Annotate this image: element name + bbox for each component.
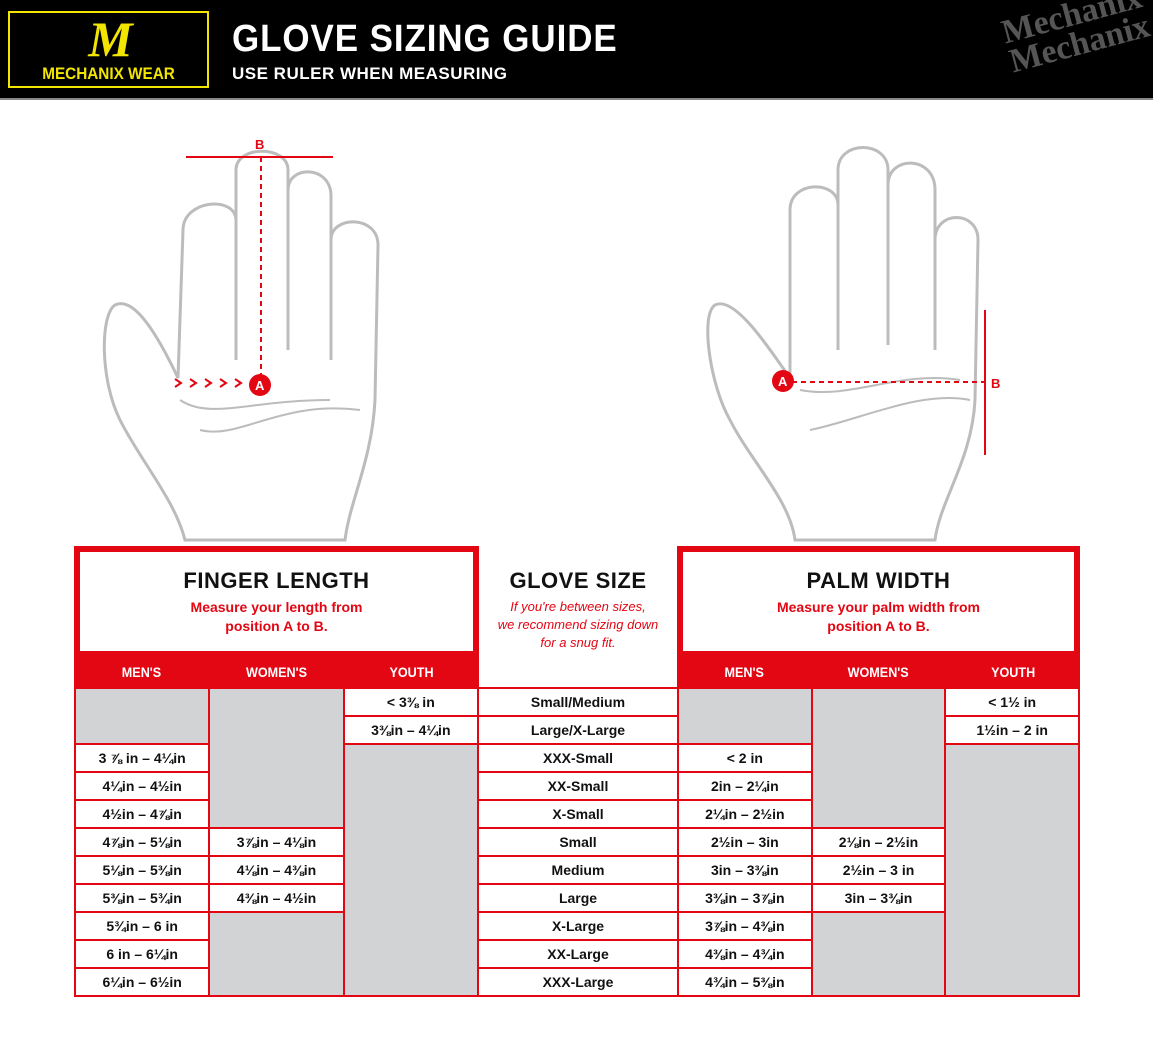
table-cell: Medium — [479, 857, 677, 883]
hand-diagrams: B A B A — [102, 137, 1000, 542]
left-point-a: A — [255, 378, 265, 393]
table-cell: XX-Large — [479, 941, 677, 967]
glove-size-note: for a snug fit. — [540, 635, 616, 650]
table-cell: 4⅜in – 4½in — [210, 885, 343, 911]
table-cell: 6¼in – 6½in — [76, 969, 209, 995]
table-cell: < 2 in — [679, 745, 811, 771]
table-cell: 3⅞in – 4⅛in — [210, 829, 343, 855]
right-point-a: A — [778, 374, 788, 389]
table-cell: 3⅞in – 4⅜in — [679, 913, 811, 939]
table-cell: < 1½ in — [946, 689, 1078, 715]
finger-length-table: 3 ⅞ in – 4¼in 4¼in – 4½in 4½in – 4⅞in 4⅞in … — [74, 687, 479, 997]
table-cell: 2¼in – 2½in — [679, 801, 811, 827]
table-cell: Small/Medium — [479, 689, 677, 715]
glove-size-table: Small/Medium Large/X-Large XXX-Small XX-Sma… — [477, 687, 679, 997]
finger-length-header: FINGER LENGTH Measure your length from po… — [74, 546, 479, 657]
palm-width-table: < 2 in 2in – 2¼in 2¼in – 2½in 2½in – 3in 3in… — [677, 687, 1080, 997]
table-cell: 4¾in – 5⅜in — [679, 969, 811, 995]
col-womens: WOMEN'S — [847, 664, 910, 680]
empty-cell — [76, 689, 209, 743]
table-cell: 5⅛in – 5⅜in — [76, 857, 209, 883]
table-cell: 4½in – 4⅞in — [76, 801, 209, 827]
right-point-b: B — [991, 376, 1000, 391]
col-youth: YOUTH — [389, 664, 434, 680]
header: M MECHANIX WEAR GLOVE SIZING GUIDE USE RU… — [0, 0, 1153, 100]
right-hand-illustration — [706, 146, 980, 542]
table-cell: 2⅛in – 2½in — [812, 829, 945, 855]
finger-length-column-headers: MEN'S WOMEN'S YOUTH — [74, 657, 479, 687]
palm-width-title: PALM WIDTH — [806, 568, 951, 593]
left-point-b: B — [255, 137, 264, 152]
empty-cell — [812, 689, 945, 827]
table-cell: < 3⅜ in — [344, 689, 477, 715]
empty-cell — [210, 689, 343, 827]
table-cell: 2in – 2¼in — [679, 773, 811, 799]
table-cell: Large — [479, 885, 677, 911]
palm-width-header: PALM WIDTH Measure your palm width from p… — [677, 546, 1080, 657]
glove-size-note: If you're between sizes, — [510, 599, 646, 614]
finger-length-desc: position A to B. — [225, 618, 328, 634]
empty-cell — [210, 913, 343, 995]
table-cell: 4¼in – 4½in — [76, 773, 209, 799]
col-mens: MEN'S — [121, 664, 162, 680]
table-cell: 6 in – 6¼in — [76, 941, 209, 967]
palm-width-column-headers: MEN'S WOMEN'S YOUTH — [677, 657, 1080, 687]
table-cell: 5¾in – 6 in — [76, 913, 209, 939]
col-mens: MEN'S — [724, 664, 764, 680]
glove-size-title: GLOVE SIZE — [509, 568, 647, 593]
table-cell: X-Large — [479, 913, 677, 939]
table-cell: XX-Small — [479, 773, 677, 799]
table-cell: 3in – 3⅜in — [679, 857, 811, 883]
logo-text: MECHANIX WEAR — [42, 64, 175, 83]
table-cell: X-Small — [479, 801, 677, 827]
empty-cell — [344, 745, 477, 995]
table-cell: 3⅜in – 4¼in — [344, 717, 477, 743]
mechanix-logo: M MECHANIX WEAR — [8, 11, 209, 88]
glove-size-note: we recommend sizing down — [497, 617, 659, 632]
table-cell: Large/X-Large — [479, 717, 677, 743]
finger-length-desc: Measure your length from — [190, 599, 363, 615]
glove-size-header: GLOVE SIZE If you're between sizes, we re… — [479, 546, 677, 687]
page-title: GLOVE SIZING GUIDE — [232, 18, 618, 60]
table-cell: 4⅞in – 5⅛in — [76, 829, 209, 855]
empty-cell — [812, 913, 945, 995]
palm-width-desc: position A to B. — [827, 618, 930, 634]
palm-width-desc: Measure your palm width from — [776, 599, 981, 615]
table-cell: 3in – 3⅜in — [812, 885, 945, 911]
table-cell: XXX-Large — [479, 969, 677, 995]
table-cell: 3⅜in – 3⅞in — [679, 885, 811, 911]
table-cell: 2½in – 3 in — [812, 857, 945, 883]
right-hand-measure-marks — [772, 310, 986, 455]
table-cell: 2½in – 3in — [679, 829, 811, 855]
page-subtitle: USE RULER WHEN MEASURING — [232, 64, 508, 83]
table-cell: 1½in – 2 in — [946, 717, 1078, 743]
table-cell: XXX-Small — [479, 745, 677, 771]
empty-cell — [679, 689, 811, 743]
col-youth: YOUTH — [990, 664, 1035, 680]
empty-cell — [946, 745, 1078, 995]
table-cell: Small — [479, 829, 677, 855]
left-hand-illustration — [102, 149, 380, 542]
finger-length-title: FINGER LENGTH — [183, 568, 370, 593]
table-cell: 4⅛in – 4⅜in — [210, 857, 343, 883]
table-cell: 3 ⅞ in – 4¼in — [76, 745, 209, 771]
col-womens: WOMEN'S — [245, 664, 308, 680]
table-cell: 4⅜in – 4¾in — [679, 941, 811, 967]
table-cell: 5⅜in – 5¾in — [76, 885, 209, 911]
left-hand-measure-marks — [174, 156, 333, 396]
